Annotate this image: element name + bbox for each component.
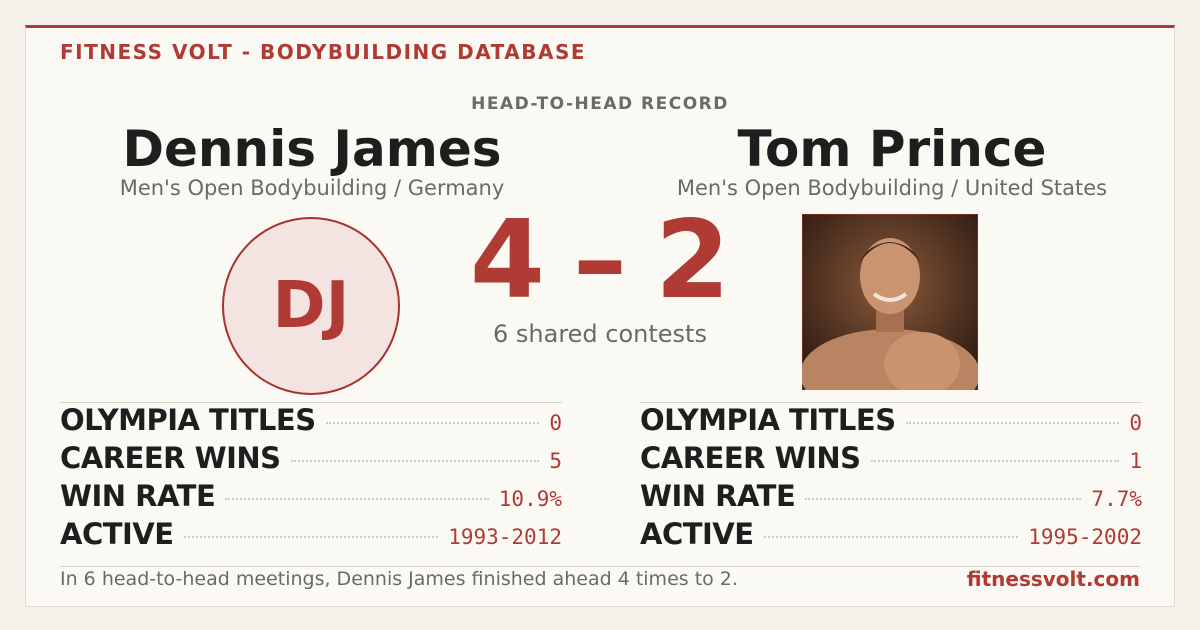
score-separator: –	[573, 198, 627, 323]
dot-leader	[183, 536, 439, 538]
stat-value: 7.7%	[1091, 487, 1142, 511]
athlete-subtitle: Men's Open Bodybuilding / United States	[676, 176, 1108, 200]
brand-title: FITNESS VOLT - BODYBUILDING DATABASE	[60, 40, 587, 64]
stat-row: ACTIVE 1995-2002	[640, 517, 1142, 555]
avatar-initials: DJ	[222, 217, 400, 395]
athlete-name: Tom Prince	[737, 120, 1047, 178]
athlete-photo	[802, 214, 978, 390]
stat-value: 1995-2002	[1028, 525, 1142, 549]
dot-leader	[870, 460, 1120, 462]
stat-label: ACTIVE	[640, 517, 754, 551]
card	[25, 25, 1175, 607]
stat-label: OLYMPIA TITLES	[640, 403, 896, 437]
stats-table: OLYMPIA TITLES 0 CAREER WINS 5 WIN RATE 10.9%…	[60, 402, 562, 555]
score-left: 4	[469, 198, 545, 323]
dot-leader	[905, 422, 1120, 424]
site-link[interactable]: fitnessvolt.com	[966, 567, 1140, 591]
stat-label: CAREER WINS	[60, 441, 281, 475]
stat-row: ACTIVE 1993-2012	[60, 517, 562, 555]
stat-row: OLYMPIA TITLES 0	[60, 403, 562, 441]
stat-row: CAREER WINS 5	[60, 441, 562, 479]
stat-value: 5	[549, 449, 562, 473]
dot-leader	[805, 498, 1082, 500]
dot-leader	[325, 422, 540, 424]
divider	[60, 566, 1140, 567]
athlete-subtitle: Men's Open Bodybuilding / Germany	[119, 176, 505, 200]
stat-row: WIN RATE 10.9%	[60, 479, 562, 517]
dot-leader	[290, 460, 540, 462]
score-caption: 6 shared contests	[493, 320, 707, 348]
score: 4–2	[0, 198, 1200, 323]
stat-label: WIN RATE	[640, 479, 796, 513]
stat-value: 1	[1129, 449, 1142, 473]
stat-value: 0	[1129, 411, 1142, 435]
stat-label: WIN RATE	[60, 479, 216, 513]
stat-row: CAREER WINS 1	[640, 441, 1142, 479]
stat-value: 0	[549, 411, 562, 435]
footer-summary: In 6 head-to-head meetings, Dennis James…	[60, 568, 738, 590]
athlete-name: Dennis James	[122, 120, 502, 178]
stats-table: OLYMPIA TITLES 0 CAREER WINS 1 WIN RATE 7.7% A…	[640, 402, 1142, 555]
stat-value: 1993-2012	[448, 525, 562, 549]
stat-row: WIN RATE 7.7%	[640, 479, 1142, 517]
dot-leader	[763, 536, 1019, 538]
stat-row: OLYMPIA TITLES 0	[640, 403, 1142, 441]
section-heading: HEAD-TO-HEAD RECORD	[471, 94, 729, 114]
stat-label: CAREER WINS	[640, 441, 861, 475]
dot-leader	[225, 498, 489, 500]
stat-label: ACTIVE	[60, 517, 174, 551]
score-right: 2	[655, 198, 731, 323]
stat-value: 10.9%	[498, 487, 562, 511]
stat-label: OLYMPIA TITLES	[60, 403, 316, 437]
